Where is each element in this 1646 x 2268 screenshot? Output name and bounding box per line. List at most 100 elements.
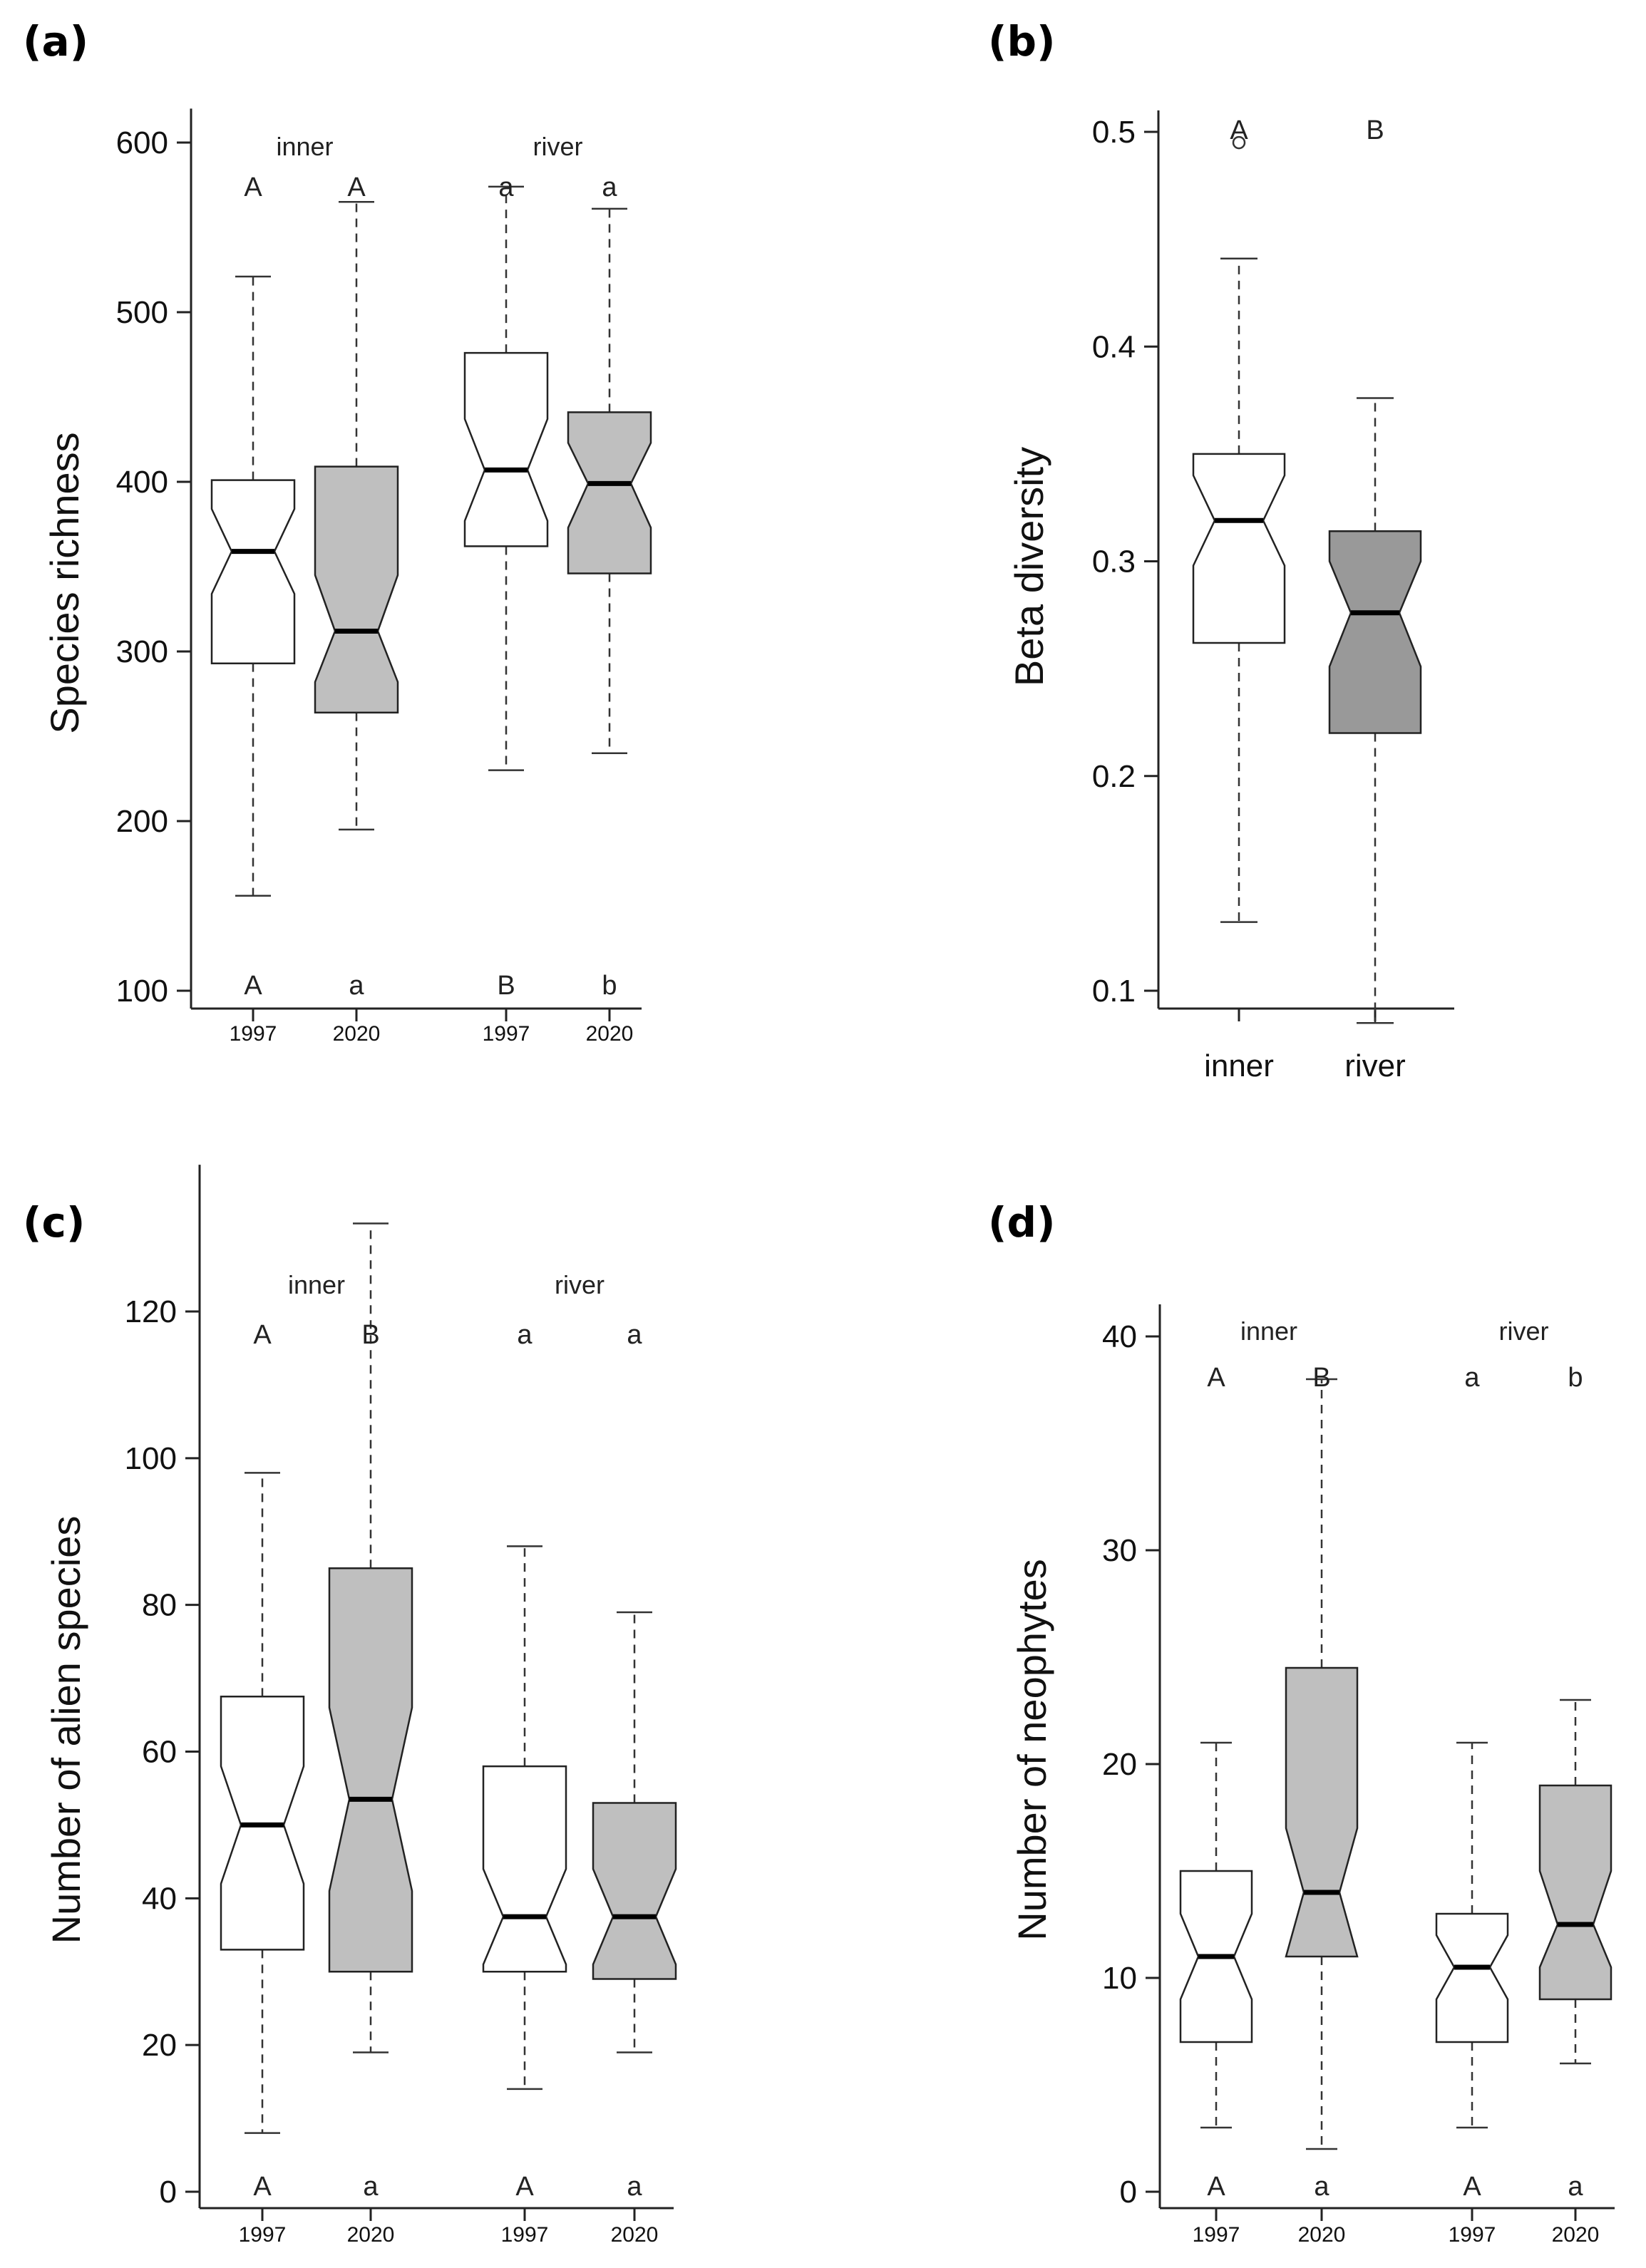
panel-label: (d) [988,1198,1056,1247]
bottom-significance-letter: B [497,971,515,1001]
y-tick-label: 60 [142,1735,177,1770]
top-significance-letter: B [1366,115,1384,145]
group-label-river: river [533,132,583,161]
group-label-inner: inner [288,1270,345,1299]
bottom-significance-letter: A [1207,2172,1225,2202]
box-river-2020: 2020 b a [1538,1363,1612,2247]
y-axis-label: Species richness [42,432,87,733]
notched-box [328,1567,413,1973]
y-axis-label: Number of alien species [43,1516,88,1944]
y-tick-label: 100 [116,974,168,1009]
box-inner-1997: 1997 A A [210,172,296,1046]
box-inner-2020: 2020 Aa [314,172,399,1046]
y-tick-label: 80 [142,1588,177,1623]
group-label-inner: inner [276,132,333,161]
y-tick-label: 0.2 [1092,759,1136,794]
notched-box [1328,530,1422,734]
panel-label: (c) [23,1198,85,1247]
y-tick-label: 600 [116,125,168,160]
box-inner-2020: 2020 Ba [328,1222,413,2247]
y-tick-label: 200 [116,804,168,839]
x-tick-label: 1997 [239,2223,287,2247]
x-tick-label: 2020 [586,1022,634,1046]
y-tick-label: 0.3 [1092,545,1136,579]
y-tick-label: 10 [1102,1961,1137,1996]
top-significance-letter: A [244,172,262,202]
box-inner: inner A [1192,115,1286,1083]
y-tick-label: 400 [116,465,168,500]
x-tick-label: 2020 [347,2223,395,2247]
x-tick-label: 2020 [1298,2223,1346,2247]
y-tick-label: 30 [1102,1533,1137,1568]
top-significance-letter: A [253,1320,272,1350]
box-inner-1997: 1997 A A [220,1320,305,2247]
outlier-point [1232,135,1246,150]
box-inner-1997: 1997 A A [1179,1363,1253,2247]
y-axis-label: Beta diversity [1007,447,1051,686]
y-tick-label: 40 [1102,1319,1137,1354]
y-tick-label: 500 [116,295,168,330]
bottom-significance-letter: A [253,2172,272,2202]
top-significance-letter: B [361,1320,379,1350]
bottom-significance-letter: b [602,971,617,1001]
panel-label: (b) [988,17,1056,66]
group-label-river: river [1499,1316,1549,1346]
box-river-1997: 1997 a B [463,172,549,1046]
top-significance-letter: B [1312,1363,1330,1393]
x-tick-label: 1997 [1193,2223,1240,2247]
notched-box [482,1765,567,1973]
x-tick-label: 1997 [230,1022,277,1046]
bottom-significance-letter: a [1568,2172,1583,2202]
box-river: river B [1328,115,1422,1083]
y-tick-label: 300 [116,634,168,669]
x-tick-label: 2020 [333,1022,381,1046]
bottom-significance-letter: a [349,971,364,1001]
top-significance-letter: a [517,1320,533,1350]
notched-box [567,411,652,574]
panel-a: (a) Species richness 100 200 300 400 500 600 1… [23,17,652,1046]
notched-box [1435,1912,1509,2043]
x-tick-label: 1997 [501,2223,549,2247]
panel-b: (b) Beta diversity 0.1 0.2 0.3 0.4 0.5 inner A… [988,17,1454,1083]
y-tick-label: 100 [125,1441,177,1476]
box-river-2020: 2020 a a [592,1320,677,2247]
box-inner-2020: 2020 Ba [1285,1363,1359,2247]
notched-box [1538,1784,1612,2001]
notched-box [463,351,549,547]
y-axis-label: Number of neophytes [1009,1559,1054,1940]
notched-box [314,465,399,713]
notched-box [210,479,296,664]
bottom-significance-letter: A [1463,2172,1481,2202]
box-river-2020: 2020 a b [567,172,652,1046]
x-tick-label: 1997 [483,1022,530,1046]
top-significance-letter: a [602,172,617,202]
y-tick-label: 120 [125,1294,177,1329]
notched-box [592,1802,677,1980]
top-significance-letter: A [347,172,366,202]
notched-box [1192,453,1286,644]
y-tick-label: 0.4 [1092,329,1136,364]
y-tick-label: 0 [160,2175,177,2210]
top-significance-letter: a [627,1320,642,1350]
top-significance-letter: A [1207,1363,1225,1393]
y-tick-label: 20 [1102,1747,1137,1782]
bottom-significance-letter: A [244,971,262,1001]
y-tick-label: 20 [142,2028,177,2063]
panel-label: (a) [23,17,88,66]
y-tick-label: 0 [1120,2175,1137,2210]
x-tick-label: 2020 [611,2223,659,2247]
bottom-significance-letter: A [515,2172,534,2202]
top-significance-letter: a [1464,1363,1480,1393]
top-significance-letter: a [498,172,514,202]
bottom-significance-letter: a [627,2172,642,2202]
panel-d: (d) Number of neophytes 0 10 20 30 40 1997 A A 2… [988,1198,1615,2247]
x-tick-label: inner [1204,1048,1274,1083]
top-significance-letter: b [1568,1363,1583,1393]
x-tick-label: river [1344,1048,1406,1083]
panel-c: (c) Number of alien species 0 20 40 60 80 100… [23,1165,677,2247]
group-label-river: river [555,1270,605,1299]
y-tick-label: 0.1 [1092,974,1136,1009]
y-tick-label: 0.5 [1092,115,1136,150]
group-label-inner: inner [1240,1316,1297,1346]
